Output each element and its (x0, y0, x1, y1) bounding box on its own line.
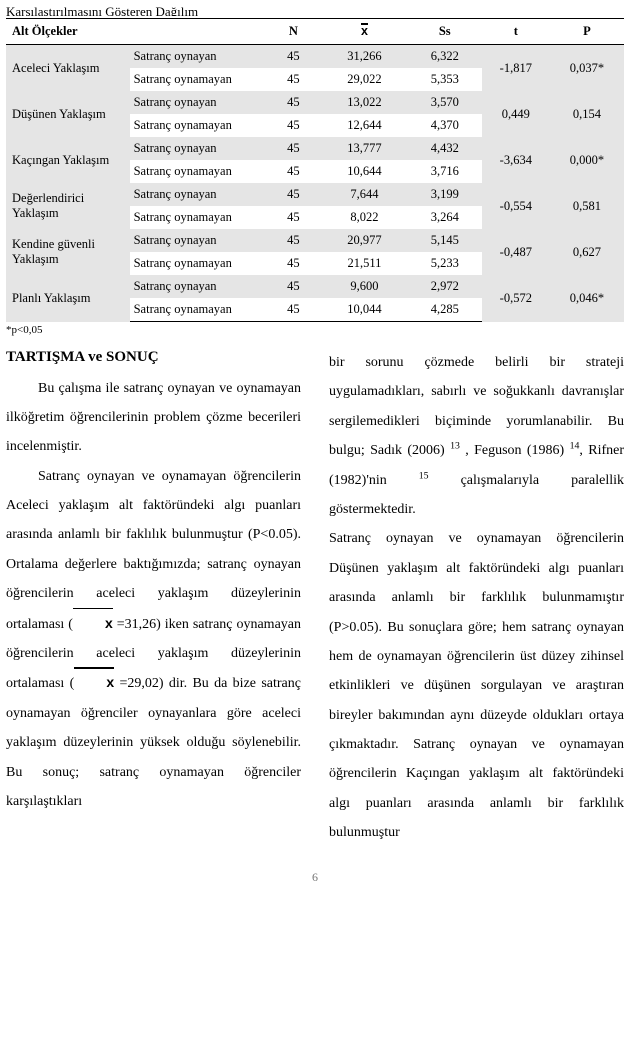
table-footnote: *p<0,05 (6, 324, 624, 336)
group-cell: Satranç oynamayan (130, 298, 266, 322)
row-label: Aceleci Yaklaşım (6, 45, 130, 92)
n-cell: 45 (266, 45, 322, 69)
mean-cell: 8,022 (321, 206, 408, 229)
ss-cell: 4,370 (408, 114, 482, 137)
ss-cell: 4,285 (408, 298, 482, 322)
left-column: TARTIŞMA ve SONUÇ Bu çalışma ile satranç… (6, 348, 301, 848)
page-cutoff-text: Karşılaştırılmasını Gösteren Dağılım (6, 4, 624, 16)
paragraph: Satranç oynayan ve oynamayan öğrencileri… (6, 462, 301, 817)
group-cell: Satranç oynamayan (130, 114, 266, 137)
row-label: Değerlendirici Yaklaşım (6, 183, 130, 229)
col-header-alt-olcekler: Alt Ölçekler (6, 19, 266, 45)
paragraph: Satranç oynayan ve oynamayan öğrencileri… (329, 524, 624, 847)
ss-cell: 5,353 (408, 68, 482, 91)
n-cell: 45 (266, 252, 322, 275)
table-row: Kaçıngan YaklaşımSatranç oynayan4513,777… (6, 137, 624, 160)
mean-cell: 10,044 (321, 298, 408, 322)
t-cell: 0,449 (482, 91, 550, 137)
group-cell: Satranç oynayan (130, 45, 266, 69)
ss-cell: 3,264 (408, 206, 482, 229)
n-cell: 45 (266, 114, 322, 137)
p-cell: 0,627 (550, 229, 624, 275)
group-cell: Satranç oynamayan (130, 68, 266, 91)
t-cell: -3,634 (482, 137, 550, 183)
col-header-p: P (550, 19, 624, 45)
group-cell: Satranç oynamayan (130, 206, 266, 229)
table-row: Kendine güvenli YaklaşımSatranç oynayan4… (6, 229, 624, 252)
section-heading: TARTIŞMA ve SONUÇ (6, 348, 301, 368)
t-cell: -1,817 (482, 45, 550, 92)
n-cell: 45 (266, 298, 322, 322)
ss-cell: 3,199 (408, 183, 482, 206)
p-cell: 0,581 (550, 183, 624, 229)
group-cell: Satranç oynayan (130, 137, 266, 160)
ss-cell: 3,716 (408, 160, 482, 183)
mean-cell: 7,644 (321, 183, 408, 206)
table-row: Değerlendirici YaklaşımSatranç oynayan45… (6, 183, 624, 206)
mean-cell: 31,266 (321, 45, 408, 69)
right-column: bir sorunu çözmede belirli bir strateji … (329, 348, 624, 848)
ss-cell: 2,972 (408, 275, 482, 298)
ss-cell: 6,322 (408, 45, 482, 69)
text-columns: TARTIŞMA ve SONUÇ Bu çalışma ile satranç… (6, 348, 624, 848)
xbar-symbol: x (73, 609, 113, 638)
row-label: Kaçıngan Yaklaşım (6, 137, 130, 183)
group-cell: Satranç oynamayan (130, 252, 266, 275)
p-cell: 0,000* (550, 137, 624, 183)
mean-cell: 29,022 (321, 68, 408, 91)
group-cell: Satranç oynayan (130, 91, 266, 114)
xbar-symbol: x (74, 668, 114, 697)
group-cell: Satranç oynayan (130, 183, 266, 206)
row-label: Düşünen Yaklaşım (6, 91, 130, 137)
t-cell: -0,572 (482, 275, 550, 322)
footnote-ref: 15 (419, 470, 429, 481)
mean-cell: 13,022 (321, 91, 408, 114)
n-cell: 45 (266, 206, 322, 229)
mean-cell: 21,511 (321, 252, 408, 275)
row-label: Planlı Yaklaşım (6, 275, 130, 322)
col-header-n: N (266, 19, 322, 45)
n-cell: 45 (266, 160, 322, 183)
p-cell: 0,046* (550, 275, 624, 322)
mean-cell: 12,644 (321, 114, 408, 137)
col-header-t: t (482, 19, 550, 45)
ss-cell: 5,145 (408, 229, 482, 252)
col-header-ss: Ss (408, 19, 482, 45)
statistics-table: Alt Ölçekler N x Ss t P Aceleci Yaklaşım… (6, 18, 624, 322)
group-cell: Satranç oynayan (130, 229, 266, 252)
n-cell: 45 (266, 229, 322, 252)
t-cell: -0,554 (482, 183, 550, 229)
mean-cell: 20,977 (321, 229, 408, 252)
table-row: Planlı YaklaşımSatranç oynayan459,6002,9… (6, 275, 624, 298)
n-cell: 45 (266, 183, 322, 206)
n-cell: 45 (266, 68, 322, 91)
table-header-row: Alt Ölçekler N x Ss t P (6, 19, 624, 45)
p-cell: 0,037* (550, 45, 624, 92)
paragraph: bir sorunu çözmede belirli bir strateji … (329, 348, 624, 524)
n-cell: 45 (266, 137, 322, 160)
table-row: Aceleci YaklaşımSatranç oynayan4531,2666… (6, 45, 624, 69)
page-number: 6 (6, 870, 624, 885)
ss-cell: 3,570 (408, 91, 482, 114)
table-row: Düşünen YaklaşımSatranç oynayan4513,0223… (6, 91, 624, 114)
n-cell: 45 (266, 91, 322, 114)
mean-cell: 9,600 (321, 275, 408, 298)
group-cell: Satranç oynamayan (130, 160, 266, 183)
footnote-ref: 14 (570, 441, 580, 452)
paragraph: Bu çalışma ile satranç oynayan ve oynama… (6, 374, 301, 462)
t-cell: -0,487 (482, 229, 550, 275)
ss-cell: 5,233 (408, 252, 482, 275)
row-label: Kendine güvenli Yaklaşım (6, 229, 130, 275)
n-cell: 45 (266, 275, 322, 298)
group-cell: Satranç oynayan (130, 275, 266, 298)
footnote-ref: 13 (450, 441, 460, 452)
mean-cell: 13,777 (321, 137, 408, 160)
ss-cell: 4,432 (408, 137, 482, 160)
p-cell: 0,154 (550, 91, 624, 137)
col-header-mean: x (321, 19, 408, 45)
mean-cell: 10,644 (321, 160, 408, 183)
